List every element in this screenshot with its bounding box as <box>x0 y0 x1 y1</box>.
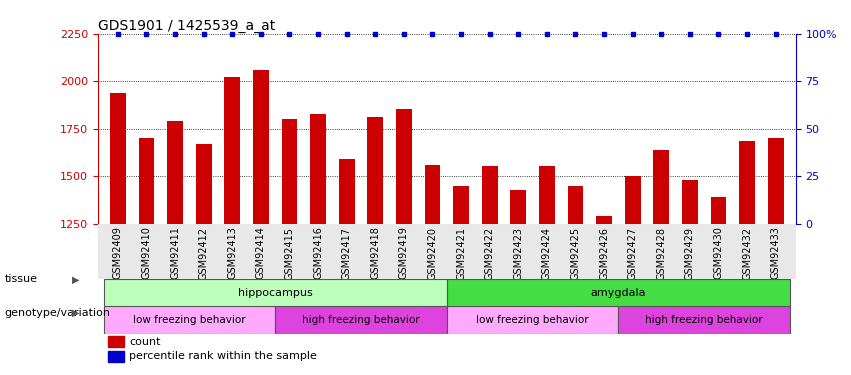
Text: GSM92429: GSM92429 <box>685 226 695 279</box>
Text: GSM92415: GSM92415 <box>284 226 294 279</box>
Text: genotype/variation: genotype/variation <box>4 308 111 318</box>
Bar <box>253 70 269 224</box>
Bar <box>339 159 355 224</box>
Bar <box>425 165 440 224</box>
Text: percentile rank within the sample: percentile rank within the sample <box>129 351 317 361</box>
Bar <box>104 306 275 334</box>
Bar <box>619 306 790 334</box>
Bar <box>311 114 326 224</box>
Bar <box>682 180 698 224</box>
Text: GSM92424: GSM92424 <box>542 226 551 279</box>
Bar <box>139 138 154 224</box>
Bar <box>511 189 526 224</box>
Text: GSM92433: GSM92433 <box>771 226 780 279</box>
Text: count: count <box>129 336 161 346</box>
Bar <box>654 150 669 224</box>
Bar <box>768 138 784 224</box>
Text: GSM92418: GSM92418 <box>370 226 380 279</box>
Bar <box>275 306 447 334</box>
Bar <box>454 186 469 224</box>
Bar <box>539 166 555 224</box>
Bar <box>108 336 123 347</box>
Text: GSM92428: GSM92428 <box>656 226 666 279</box>
Bar <box>625 176 641 224</box>
Text: GSM92423: GSM92423 <box>513 226 523 279</box>
Text: low freezing behavior: low freezing behavior <box>133 315 246 325</box>
Bar <box>196 144 212 224</box>
Bar <box>568 186 583 224</box>
Bar <box>447 279 790 306</box>
Text: GSM92427: GSM92427 <box>628 226 637 280</box>
Text: GSM92419: GSM92419 <box>399 226 408 279</box>
Text: GSM92409: GSM92409 <box>113 226 123 279</box>
Text: GSM92413: GSM92413 <box>227 226 237 279</box>
Text: GSM92432: GSM92432 <box>742 226 752 279</box>
Text: low freezing behavior: low freezing behavior <box>477 315 589 325</box>
Bar <box>110 93 126 224</box>
Text: GSM92426: GSM92426 <box>599 226 609 279</box>
Text: GSM92411: GSM92411 <box>170 226 180 279</box>
Text: amygdala: amygdala <box>591 288 646 297</box>
Text: GSM92430: GSM92430 <box>713 226 723 279</box>
Text: GDS1901 / 1425539_a_at: GDS1901 / 1425539_a_at <box>98 19 275 33</box>
Bar <box>482 166 498 224</box>
Bar <box>225 78 240 224</box>
Text: GSM92422: GSM92422 <box>485 226 494 280</box>
Bar <box>396 109 412 224</box>
Text: GSM92421: GSM92421 <box>456 226 466 279</box>
Text: ▶: ▶ <box>72 308 80 318</box>
Text: GSM92417: GSM92417 <box>342 226 351 279</box>
Bar <box>104 279 447 306</box>
Bar <box>282 119 297 224</box>
Text: GSM92412: GSM92412 <box>198 226 208 279</box>
Bar <box>108 351 123 362</box>
Bar <box>711 197 727 224</box>
Bar <box>740 141 755 224</box>
Bar <box>597 216 612 224</box>
Text: tissue: tissue <box>4 274 37 284</box>
Bar <box>368 117 383 224</box>
Text: GSM92425: GSM92425 <box>570 226 580 280</box>
Bar <box>167 121 183 224</box>
Bar <box>447 306 619 334</box>
Text: ▶: ▶ <box>72 274 80 284</box>
Text: GSM92416: GSM92416 <box>313 226 323 279</box>
Text: GSM92420: GSM92420 <box>427 226 437 279</box>
Text: GSM92410: GSM92410 <box>141 226 151 279</box>
Text: hippocampus: hippocampus <box>237 288 312 297</box>
Text: high freezing behavior: high freezing behavior <box>302 315 420 325</box>
Text: GSM92414: GSM92414 <box>256 226 266 279</box>
Text: high freezing behavior: high freezing behavior <box>645 315 763 325</box>
